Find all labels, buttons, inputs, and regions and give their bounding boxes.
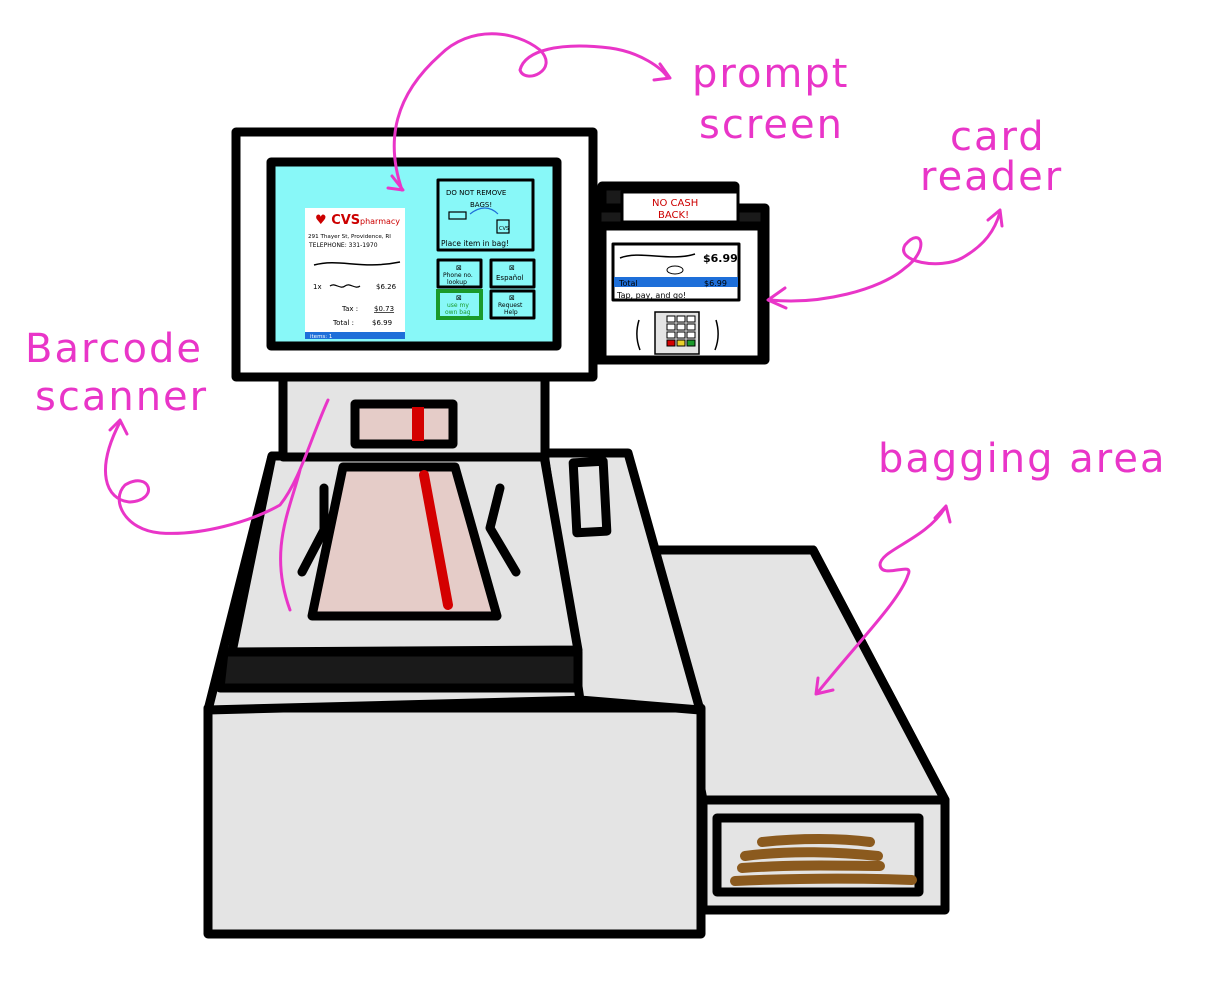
- card-reader-sign-line2: BACK!: [658, 210, 689, 221]
- receipt-store-suffix: pharmacy: [360, 217, 400, 226]
- receipt-qty: 1x: [313, 283, 322, 291]
- request-help-button[interactable]: ⊠ Request Help: [489, 289, 536, 320]
- receipt-telephone: TELEPHONE: 331-1970: [308, 242, 378, 249]
- card-reader-total-value: $6.99: [704, 279, 727, 288]
- card-reader: NO CASH BACK! $6.99 Total $6.99 Tap, pay…: [592, 181, 770, 365]
- receipt-total-value: $6.99: [372, 319, 392, 327]
- label-bagging-area: bagging area: [878, 436, 1166, 482]
- label-barcode-scanner-line2: scanner: [35, 374, 208, 420]
- barcode-scanner: [297, 399, 521, 621]
- request-help-line1: Request: [498, 302, 523, 309]
- phone-lookup-line2: lookup: [447, 279, 467, 286]
- prompt-warning-line2: BAGS!: [470, 201, 492, 209]
- espanol-label: Español: [496, 274, 524, 282]
- svg-text:⊠: ⊠: [456, 294, 462, 302]
- card-reader-amount: $6.99: [703, 252, 738, 265]
- item-icon: [448, 211, 467, 220]
- card-reader-total-label: Total: [618, 279, 638, 288]
- svg-text:⊠: ⊠: [509, 294, 515, 302]
- receipt-store-name: CVS: [331, 213, 360, 228]
- items-count-bar: [305, 332, 405, 339]
- own-bag-line1: use my: [447, 302, 469, 309]
- barcode-scanner-arrow: [104, 398, 330, 612]
- label-card-reader-line2: reader: [920, 154, 1063, 200]
- receipt-items-label: items: 1: [310, 334, 332, 340]
- request-help-line2: Help: [504, 309, 518, 316]
- receipt-brand: ♥ CVS: [315, 213, 360, 228]
- bags-icon: [730, 834, 917, 886]
- receipt-item-price: $6.26: [376, 283, 397, 291]
- receipt-slot: [568, 456, 612, 538]
- reader-total-bar: [614, 277, 738, 287]
- arrow-into-bag-icon: [469, 207, 499, 215]
- own-bag-line2: own bag: [445, 309, 471, 316]
- screen-receipt: ♥ CVS pharmacy 291 Thayer St, Providence…: [305, 208, 405, 340]
- prompt-instruction: Place item in bag!: [441, 239, 509, 248]
- receipt-tax-label: Tax :: [341, 305, 358, 313]
- card-reader-sign-line1: NO CASH: [652, 198, 698, 209]
- card-reader-arrow: [766, 208, 1004, 310]
- espanol-button[interactable]: ⊠ Español: [489, 258, 536, 289]
- svg-text:⊠: ⊠: [456, 264, 462, 272]
- receipt-tax-value: $0.73: [374, 305, 394, 313]
- prompt-screen-arrow: [386, 32, 672, 192]
- svg-text:⊠: ⊠: [509, 264, 515, 272]
- bag-icon: [496, 219, 510, 234]
- label-prompt-screen-line1: prompt: [692, 51, 849, 97]
- label-barcode-scanner-line1: Barcode: [25, 326, 203, 372]
- screen-prompt-panel: DO NOT REMOVE BAGS! CVS Place item in ba…: [436, 178, 535, 252]
- own-bag-button[interactable]: ⊠ use my own bag: [436, 289, 483, 320]
- label-card-reader-line1: card: [950, 114, 1046, 160]
- scanner-front-edge: [215, 647, 583, 693]
- phone-lookup-line1: Phone no.: [443, 272, 473, 279]
- bagging-area-arrow: [814, 504, 952, 696]
- phone-lookup-button[interactable]: ⊠ Phone no. lookup: [436, 258, 483, 289]
- label-prompt-screen-line2: screen: [699, 102, 844, 148]
- contactless-icon: [636, 319, 719, 351]
- prompt-monitor: [231, 127, 598, 382]
- card-icon: [666, 265, 684, 275]
- receipt-total-label: Total :: [332, 319, 354, 327]
- prompt-warning-line1: DO NOT REMOVE: [446, 189, 506, 197]
- card-reader-instruction: Tap, pay, and go!: [616, 291, 686, 300]
- prompt-bag-logo: CVS: [499, 226, 509, 232]
- receipt-address: 291 Thayer St, Providence, RI: [308, 234, 391, 240]
